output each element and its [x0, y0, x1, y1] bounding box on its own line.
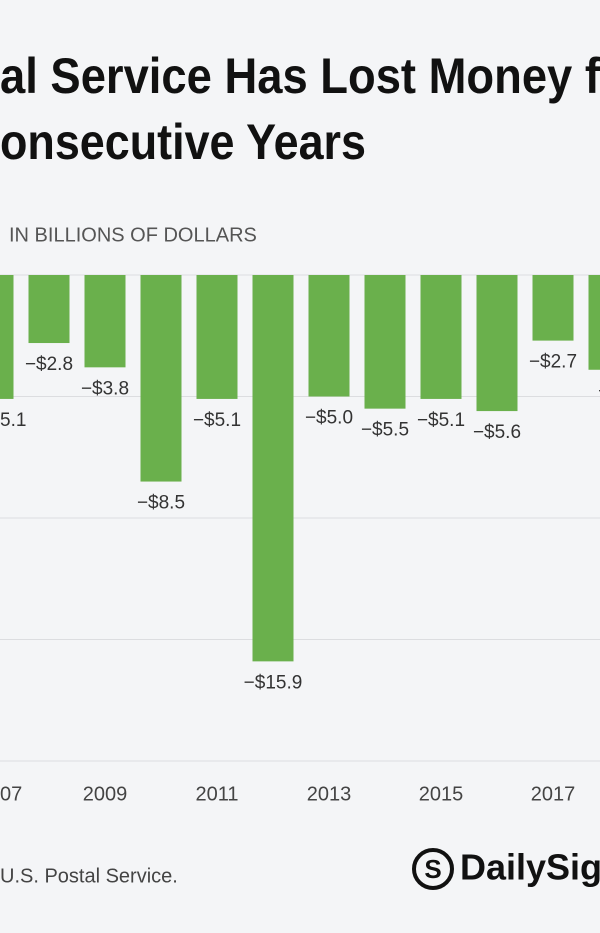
- chart-title: onsecutive Years: [0, 114, 366, 170]
- logo: S DailySign: [412, 847, 600, 890]
- source: U.S. Postal Service.: [0, 865, 178, 887]
- chart-title: al Service Has Lost Money f: [0, 48, 600, 104]
- bar: [0, 275, 14, 399]
- value-label: −$3.8: [81, 378, 129, 399]
- value-label: −$: [598, 381, 600, 402]
- value-label: −$2.8: [25, 354, 73, 375]
- bar: [28, 275, 70, 344]
- bar: [84, 275, 126, 368]
- x-tick-label: 2013: [307, 783, 352, 805]
- bar: [252, 275, 294, 662]
- bar: [588, 275, 600, 370]
- value-label: 5.1: [0, 410, 26, 431]
- x-tick-label: 2017: [531, 783, 576, 805]
- logo-icon: [412, 848, 454, 890]
- value-label: −$5.5: [361, 420, 409, 441]
- chart-subtitle: IN BILLIONS OF DOLLARS: [9, 224, 257, 246]
- bar: [532, 275, 574, 341]
- bar: [364, 275, 406, 409]
- value-label: −$8.5: [137, 493, 185, 514]
- value-label: −$5.6: [473, 422, 521, 443]
- x-tick-label: 2009: [83, 783, 128, 805]
- value-label: −$5.0: [305, 408, 353, 429]
- bar: [196, 275, 238, 399]
- value-label: −$2.7: [529, 352, 577, 373]
- x-tick-label: 2015: [419, 783, 464, 805]
- x-tick-label: 2011: [195, 783, 238, 805]
- value-label: −$15.9: [244, 672, 303, 693]
- logo-icon-letter: S: [424, 854, 441, 884]
- value-label: −$5.1: [417, 410, 465, 431]
- bar: [420, 275, 462, 399]
- bar: [476, 275, 518, 412]
- bar: [308, 275, 350, 397]
- x-tick-label: 07: [0, 783, 22, 805]
- value-label: −$5.1: [193, 410, 241, 431]
- bar: [140, 275, 182, 482]
- logo-text: DailySign: [460, 847, 600, 888]
